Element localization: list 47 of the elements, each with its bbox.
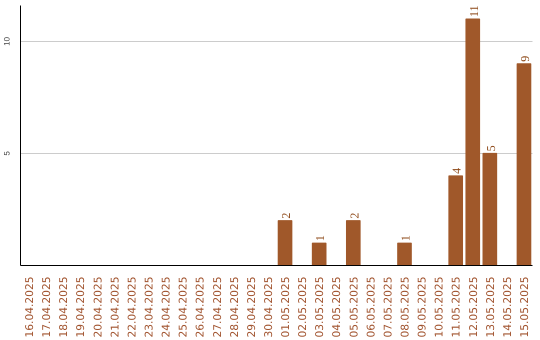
- x-tick-label: 24.04.2025: [160, 276, 173, 338]
- x-tick-label: 06.05.2025: [364, 276, 378, 338]
- x-tick-label: 26.04.2025: [194, 276, 207, 338]
- data-label: 2: [347, 212, 362, 219]
- x-tick-label: 15.05.2025: [518, 276, 531, 338]
- data-label: 5: [484, 145, 498, 152]
- x-tick-label: 19.04.2025: [74, 276, 88, 338]
- x-tick-label: 28.04.2025: [228, 276, 241, 338]
- x-tick-label: 01.05.2025: [279, 276, 292, 338]
- x-tick-label: 11.05.2025: [450, 276, 463, 338]
- x-tick-label: 27.04.2025: [210, 276, 224, 338]
- x-tick-label: 10.05.2025: [432, 276, 446, 338]
- x-tick-label: 12.05.2025: [466, 276, 480, 338]
- x-tick-label: 18.04.2025: [57, 276, 70, 338]
- bar: [278, 220, 292, 266]
- data-label: 11: [466, 5, 481, 17]
- bar: [397, 242, 412, 266]
- y-tick-label: 10: [2, 36, 12, 46]
- bar: [516, 63, 532, 266]
- x-tick-label: 14.05.2025: [500, 276, 514, 338]
- x-tick-label: 29.04.2025: [244, 276, 258, 338]
- bar: [465, 18, 480, 266]
- data-label: 2: [279, 212, 294, 219]
- x-tick-label: 05.05.2025: [347, 276, 360, 338]
- x-tick-label: 08.05.2025: [398, 276, 412, 338]
- bar: [312, 242, 326, 266]
- x-tick-label: 25.04.2025: [176, 276, 190, 338]
- x-tick-label: 09.05.2025: [416, 276, 429, 338]
- x-tick-label: 07.05.2025: [381, 276, 394, 338]
- x-tick-label: 22.04.2025: [125, 276, 138, 338]
- x-tick-label: 20.04.2025: [91, 276, 104, 338]
- x-tick-label: 16.04.2025: [23, 276, 36, 338]
- x-tick-label: 30.04.2025: [262, 276, 275, 338]
- x-tick-label: 23.04.2025: [142, 276, 156, 338]
- x-tick-label: 04.05.2025: [330, 276, 344, 338]
- x-tick-label: 02.05.2025: [296, 276, 310, 338]
- data-label: 9: [518, 56, 532, 62]
- data-label: 1: [398, 235, 412, 242]
- x-tick-label: 03.05.2025: [313, 276, 326, 338]
- bar: [482, 152, 498, 266]
- x-tick-label: 17.04.2025: [40, 276, 54, 338]
- x-tick-label: 21.04.2025: [108, 276, 122, 338]
- bar: [346, 220, 361, 266]
- data-label: 4: [450, 168, 464, 174]
- data-label: 1: [313, 235, 328, 242]
- bar: [448, 175, 464, 266]
- x-tick-label: 13.05.2025: [484, 276, 497, 338]
